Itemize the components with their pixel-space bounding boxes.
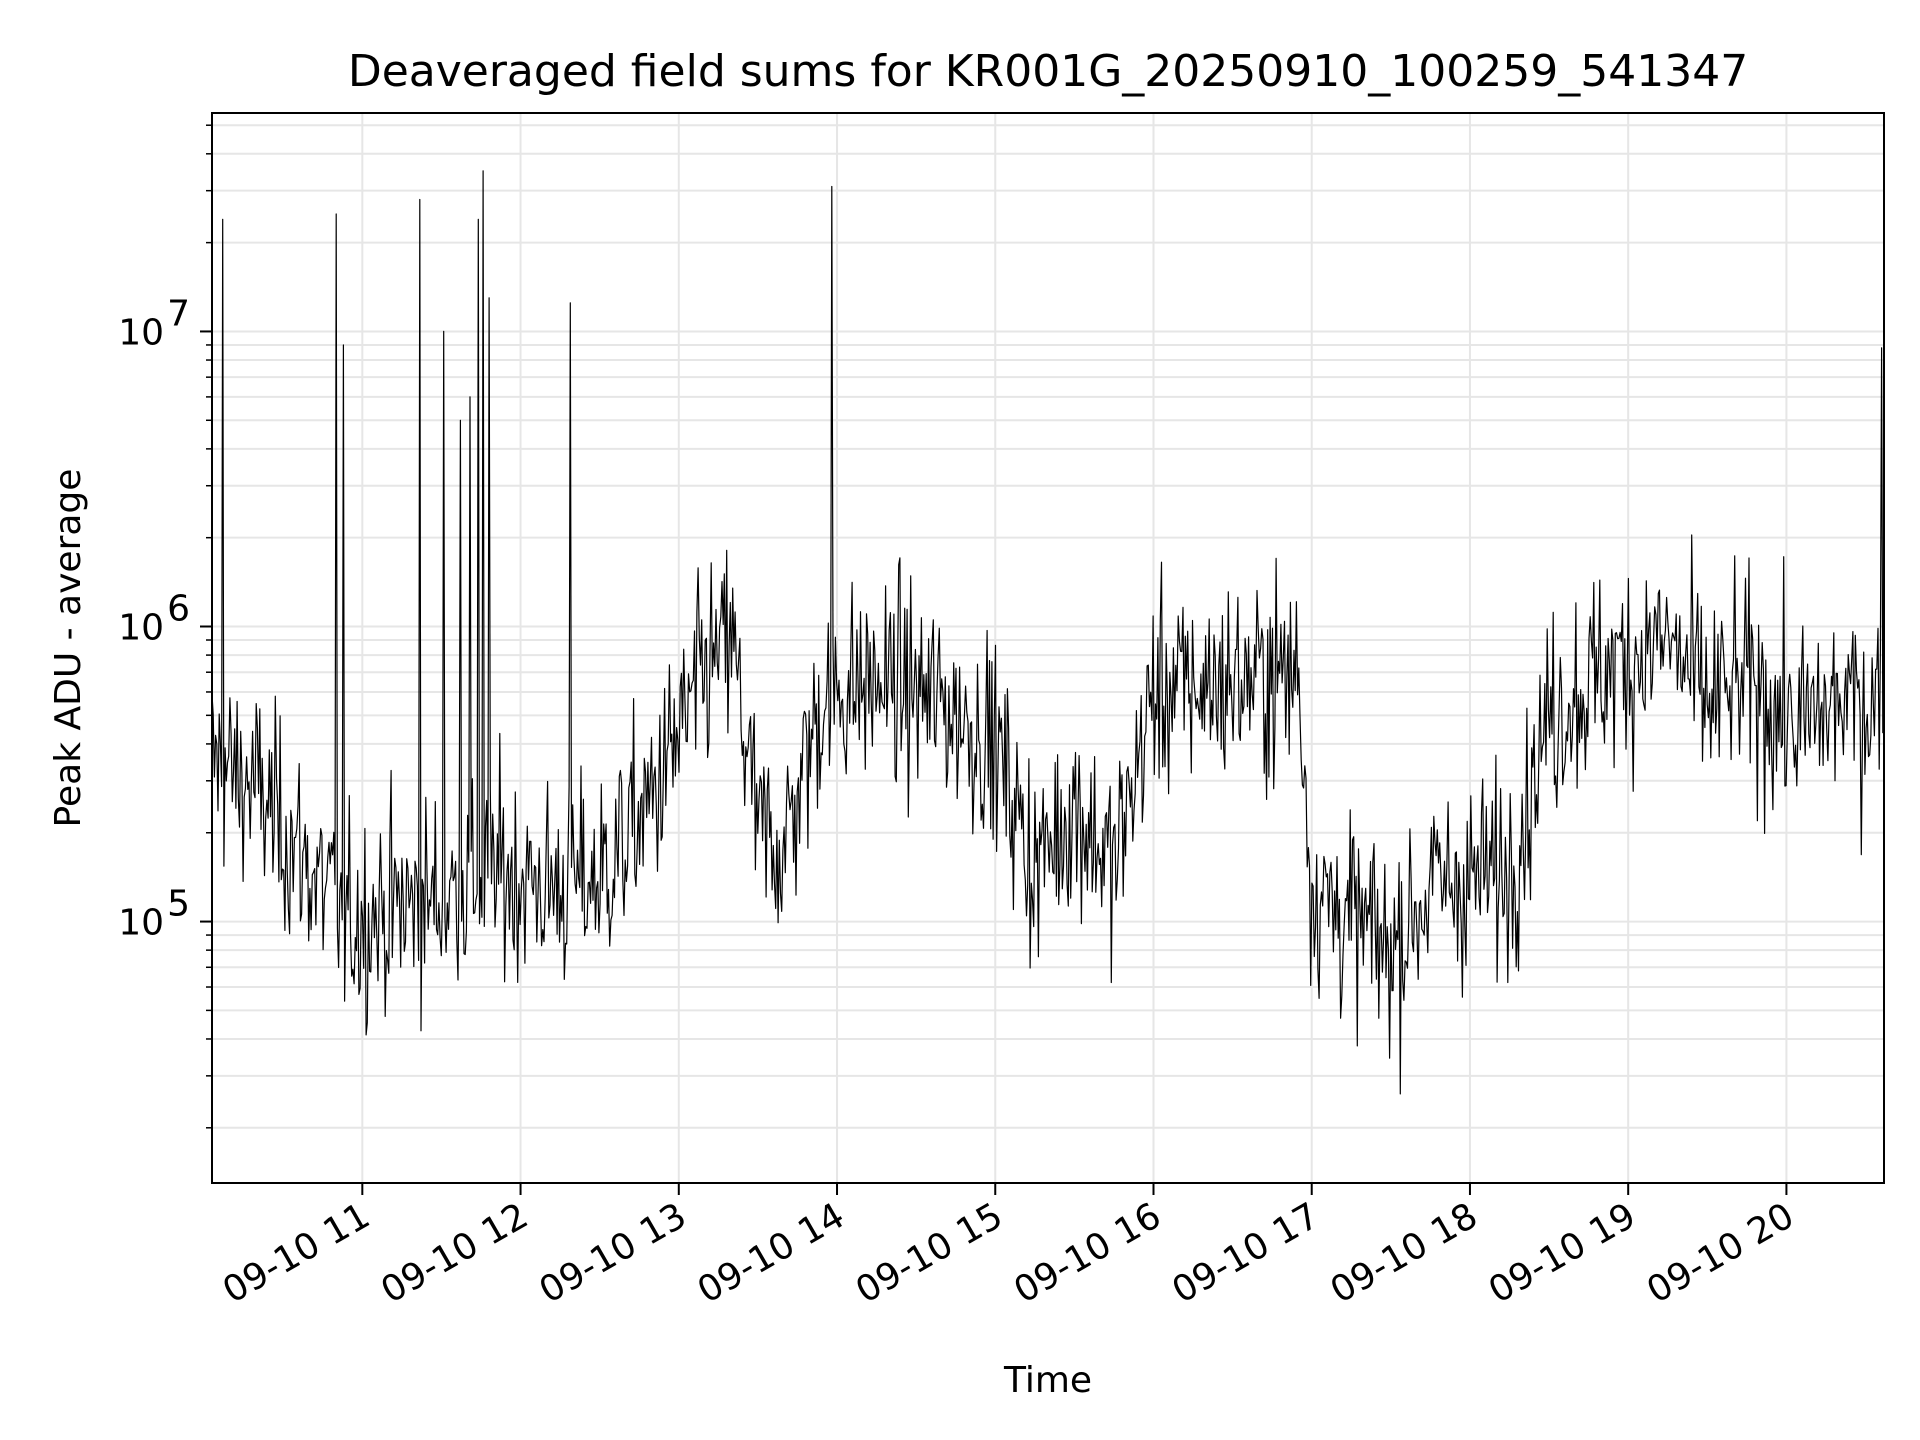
y-axis-label: Peak ADU - average (48, 469, 89, 828)
chart-title: Deaveraged field sums for KR001G_2025091… (348, 46, 1748, 97)
plot-frame (211, 112, 1885, 1184)
grid (212, 113, 1884, 1183)
x-axis-label: Time (1003, 1360, 1092, 1401)
y-tick-exponent: 7 (167, 293, 190, 334)
y-tick-exponent: 6 (167, 589, 190, 630)
data-layer (211, 170, 1885, 1095)
y-tick-label: 10 (118, 312, 164, 353)
y-tick-label: 10 (118, 608, 164, 649)
y-tick-label: 10 (118, 903, 164, 944)
series-line (211, 170, 1885, 1095)
y-tick-exponent: 5 (167, 884, 190, 925)
